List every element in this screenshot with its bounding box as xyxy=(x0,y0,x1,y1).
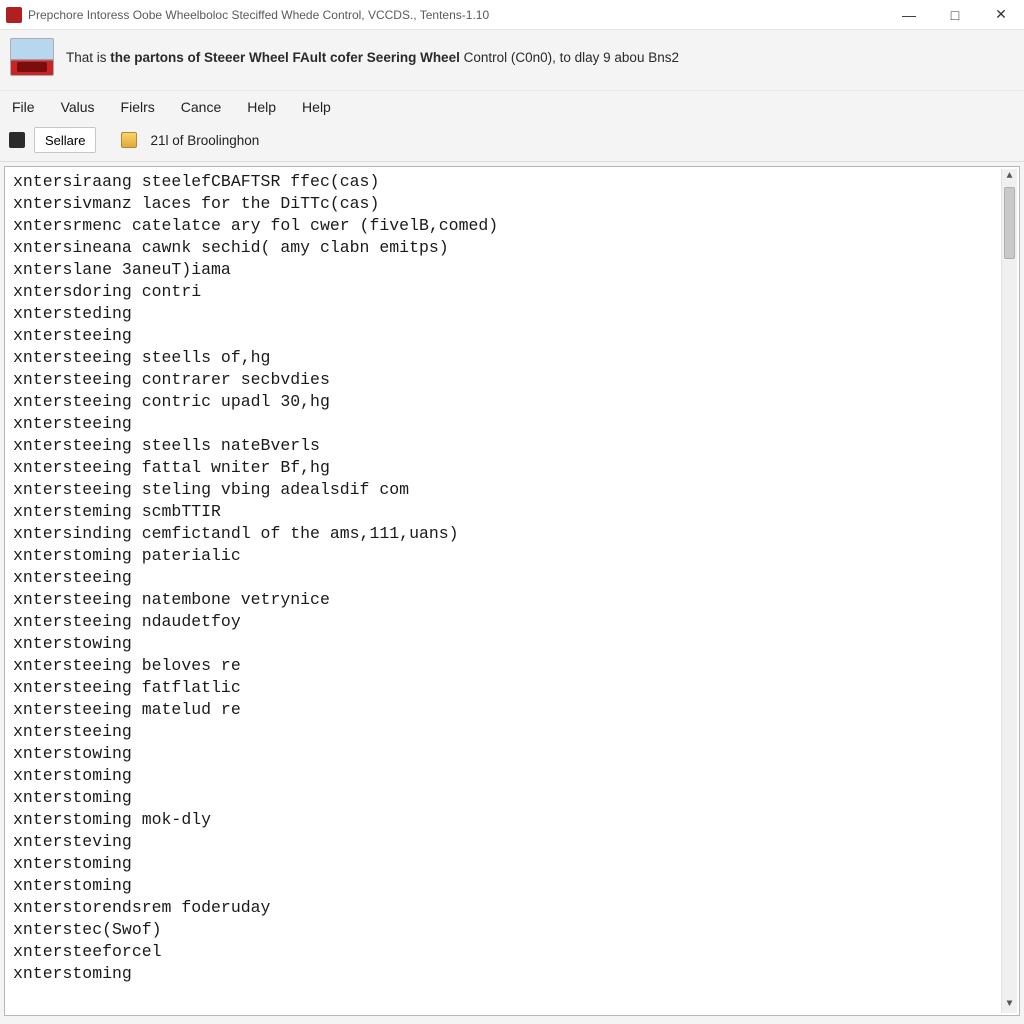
log-line: xnterstoming xyxy=(13,875,1003,897)
header-description: That is the partons of Steeer Wheel FAul… xyxy=(66,50,679,65)
content-area: xntersiraang steelefCBAFTSR ffec(cas)xnt… xyxy=(0,162,1024,1024)
menu-help-2[interactable]: Help xyxy=(298,97,335,117)
menubar: File Valus Fielrs Cance Help Help xyxy=(0,90,1024,123)
log-line: xntersteeing steells of,hg xyxy=(13,347,1003,369)
log-line: xnterstorendsrem foderuday xyxy=(13,897,1003,919)
menu-valus[interactable]: Valus xyxy=(57,97,99,117)
log-line: xntersteeforcel xyxy=(13,941,1003,963)
document-icon xyxy=(9,132,25,148)
log-line: xntersteeing contric upadl 30,hg xyxy=(13,391,1003,413)
log-line: xntersteeing fattal wniter Bf,hg xyxy=(13,457,1003,479)
log-line: xnterstoming paterialic xyxy=(13,545,1003,567)
vertical-scrollbar[interactable]: ▲ ▼ xyxy=(1001,169,1017,1013)
app-icon xyxy=(6,7,22,23)
close-button[interactable]: ✕ xyxy=(978,0,1024,29)
menu-fielrs[interactable]: Fielrs xyxy=(117,97,159,117)
header-suffix: Control (C0n0), to dlay 9 abou Bns2 xyxy=(460,50,679,65)
tool-icon-2[interactable] xyxy=(118,129,140,151)
log-line: xntersteeing ndaudetfoy xyxy=(13,611,1003,633)
app-window: Prepchore Intoress Oobe Wheelboloc Steci… xyxy=(0,0,1024,1024)
log-line: xntersteding xyxy=(13,303,1003,325)
log-line: xnterstowing xyxy=(13,743,1003,765)
log-line: xntersteeing xyxy=(13,721,1003,743)
log-line: xntersineana cawnk sechid( amy clabn emi… xyxy=(13,237,1003,259)
log-line: xntersteming scmbTTIR xyxy=(13,501,1003,523)
log-line: xntersinding cemfictandl of the ams,111,… xyxy=(13,523,1003,545)
log-line: xntersteeing matelud re xyxy=(13,699,1003,721)
log-line: xntersteeing steells nateBverls xyxy=(13,435,1003,457)
log-line: xntersteeing xyxy=(13,325,1003,347)
log-line: xntersteeing xyxy=(13,567,1003,589)
toolbar: Sellare 21l of Broolinghon xyxy=(0,123,1024,162)
scroll-down-arrow[interactable]: ▼ xyxy=(1002,997,1017,1013)
log-line: xnterstoming xyxy=(13,853,1003,875)
header-prefix: That is xyxy=(66,50,110,65)
sellare-button[interactable]: Sellare xyxy=(34,127,96,153)
log-line: xntersteeing natembone vetrynice xyxy=(13,589,1003,611)
window-controls: — □ ✕ xyxy=(886,0,1024,29)
maximize-button[interactable]: □ xyxy=(932,0,978,29)
menu-file[interactable]: File xyxy=(8,97,39,117)
log-line: xnterstoming xyxy=(13,963,1003,985)
folder-icon xyxy=(121,132,137,148)
log-line: xntersteving xyxy=(13,831,1003,853)
log-line: xnterstec(Swof) xyxy=(13,919,1003,941)
header-bold: the partons of Steeer Wheel FAult cofer … xyxy=(110,50,460,65)
log-line: xntersteeing contrarer secbvdies xyxy=(13,369,1003,391)
tool-icon-1[interactable] xyxy=(6,129,28,151)
toolbar-status: 21l of Broolinghon xyxy=(146,133,259,148)
log-line: xnterstoming xyxy=(13,765,1003,787)
header-strip: That is the partons of Steeer Wheel FAul… xyxy=(0,30,1024,90)
log-textarea[interactable]: xntersiraang steelefCBAFTSR ffec(cas)xnt… xyxy=(4,166,1020,1016)
log-line: xntersteeing steling vbing adealsdif com xyxy=(13,479,1003,501)
log-line: xnterstowing xyxy=(13,633,1003,655)
scroll-thumb[interactable] xyxy=(1004,187,1015,259)
scroll-up-arrow[interactable]: ▲ xyxy=(1002,169,1017,185)
log-line: xnterstoming mok-dly xyxy=(13,809,1003,831)
log-line: xnterslane 3aneuT)iama xyxy=(13,259,1003,281)
minimize-button[interactable]: — xyxy=(886,0,932,29)
menu-cance[interactable]: Cance xyxy=(177,97,225,117)
log-line: xntersivmanz laces for the DiTTc(cas) xyxy=(13,193,1003,215)
log-line: xntersdoring contri xyxy=(13,281,1003,303)
menu-help-1[interactable]: Help xyxy=(243,97,280,117)
log-line: xntersteeing xyxy=(13,413,1003,435)
log-line: xntersiraang steelefCBAFTSR ffec(cas) xyxy=(13,171,1003,193)
sellare-button-label: Sellare xyxy=(45,133,85,148)
log-line: xntersteeing beloves re xyxy=(13,655,1003,677)
window-title: Prepchore Intoress Oobe Wheelboloc Steci… xyxy=(28,8,886,22)
vehicle-icon xyxy=(10,38,54,76)
log-line: xntersteeing fatflatlic xyxy=(13,677,1003,699)
log-line: xntersrmenc catelatce ary fol cwer (five… xyxy=(13,215,1003,237)
titlebar: Prepchore Intoress Oobe Wheelboloc Steci… xyxy=(0,0,1024,30)
log-line: xnterstoming xyxy=(13,787,1003,809)
